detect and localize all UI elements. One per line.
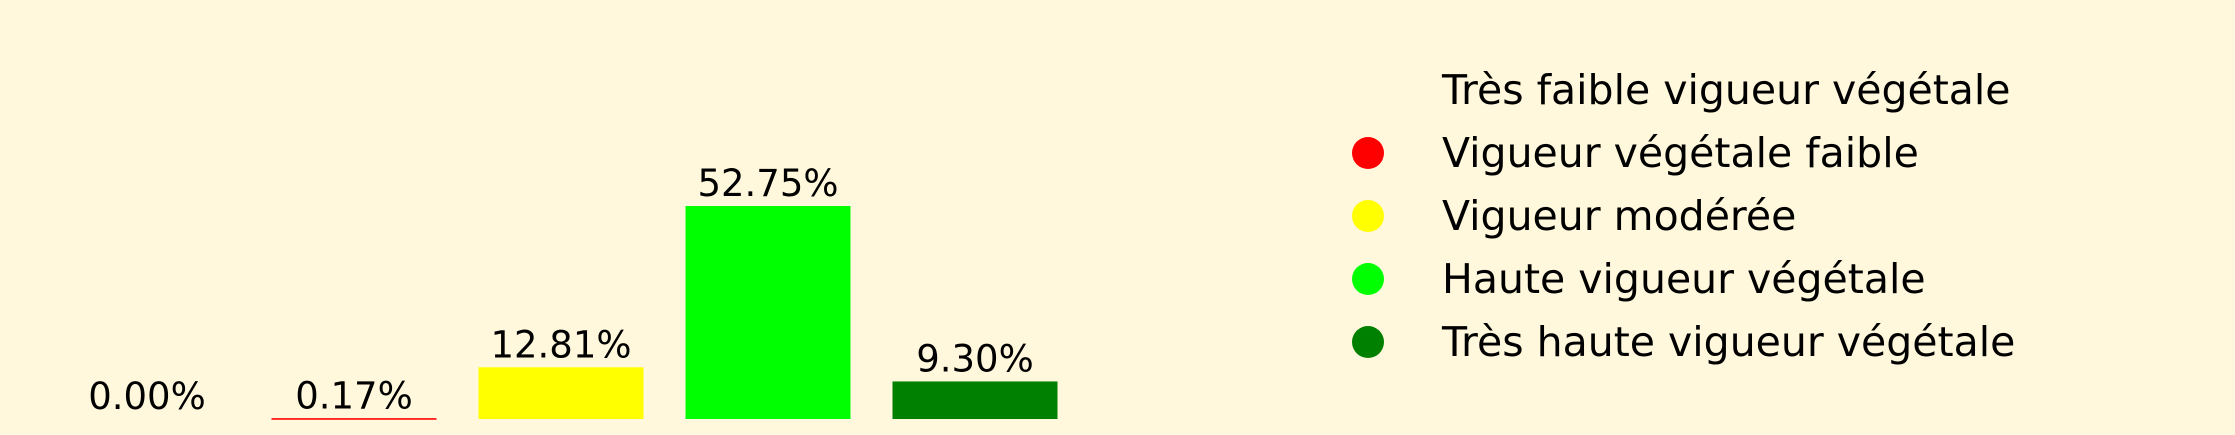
bar-label-3: 12.81%: [490, 323, 631, 366]
legend-label-very-high: Très haute vigueur végétale: [1442, 317, 2016, 366]
legend-marker-moderate: [1352, 199, 1384, 232]
legend-item-very-low: Très faible vigueur végétale: [1330, 58, 2015, 121]
legend-item-very-high: Très haute vigueur végétale: [1330, 310, 2015, 373]
bar-label-5: 9.30%: [916, 337, 1034, 380]
bar-label-1: 0.00%: [88, 375, 206, 418]
bar-label-2: 0.17%: [295, 374, 413, 417]
bar-5: [892, 381, 1058, 419]
legend-label-moderate: Vigueur modérée: [1442, 191, 1797, 240]
legend-label-low: Vigueur végétale faible: [1442, 128, 1919, 177]
legend-item-moderate: Vigueur modérée: [1330, 184, 2015, 247]
legend-item-high: Haute vigueur végétale: [1330, 247, 2015, 310]
legend-label-high: Haute vigueur végétale: [1442, 254, 1926, 303]
legend-marker-high: [1352, 262, 1384, 295]
legend-marker-very-low: [1352, 74, 1384, 106]
legend-marker-low: [1352, 136, 1384, 169]
legend-item-low: Vigueur végétale faible: [1330, 121, 2015, 184]
bar-4: [685, 206, 851, 419]
legend-marker-very-high: [1352, 325, 1384, 358]
legend-label-very-low: Très faible vigueur végétale: [1442, 65, 2011, 114]
chart-legend: Très faible vigueur végétale Vigueur vég…: [1330, 58, 2015, 373]
bar-label-4: 52.75%: [697, 162, 838, 205]
bar-3: [478, 367, 644, 419]
